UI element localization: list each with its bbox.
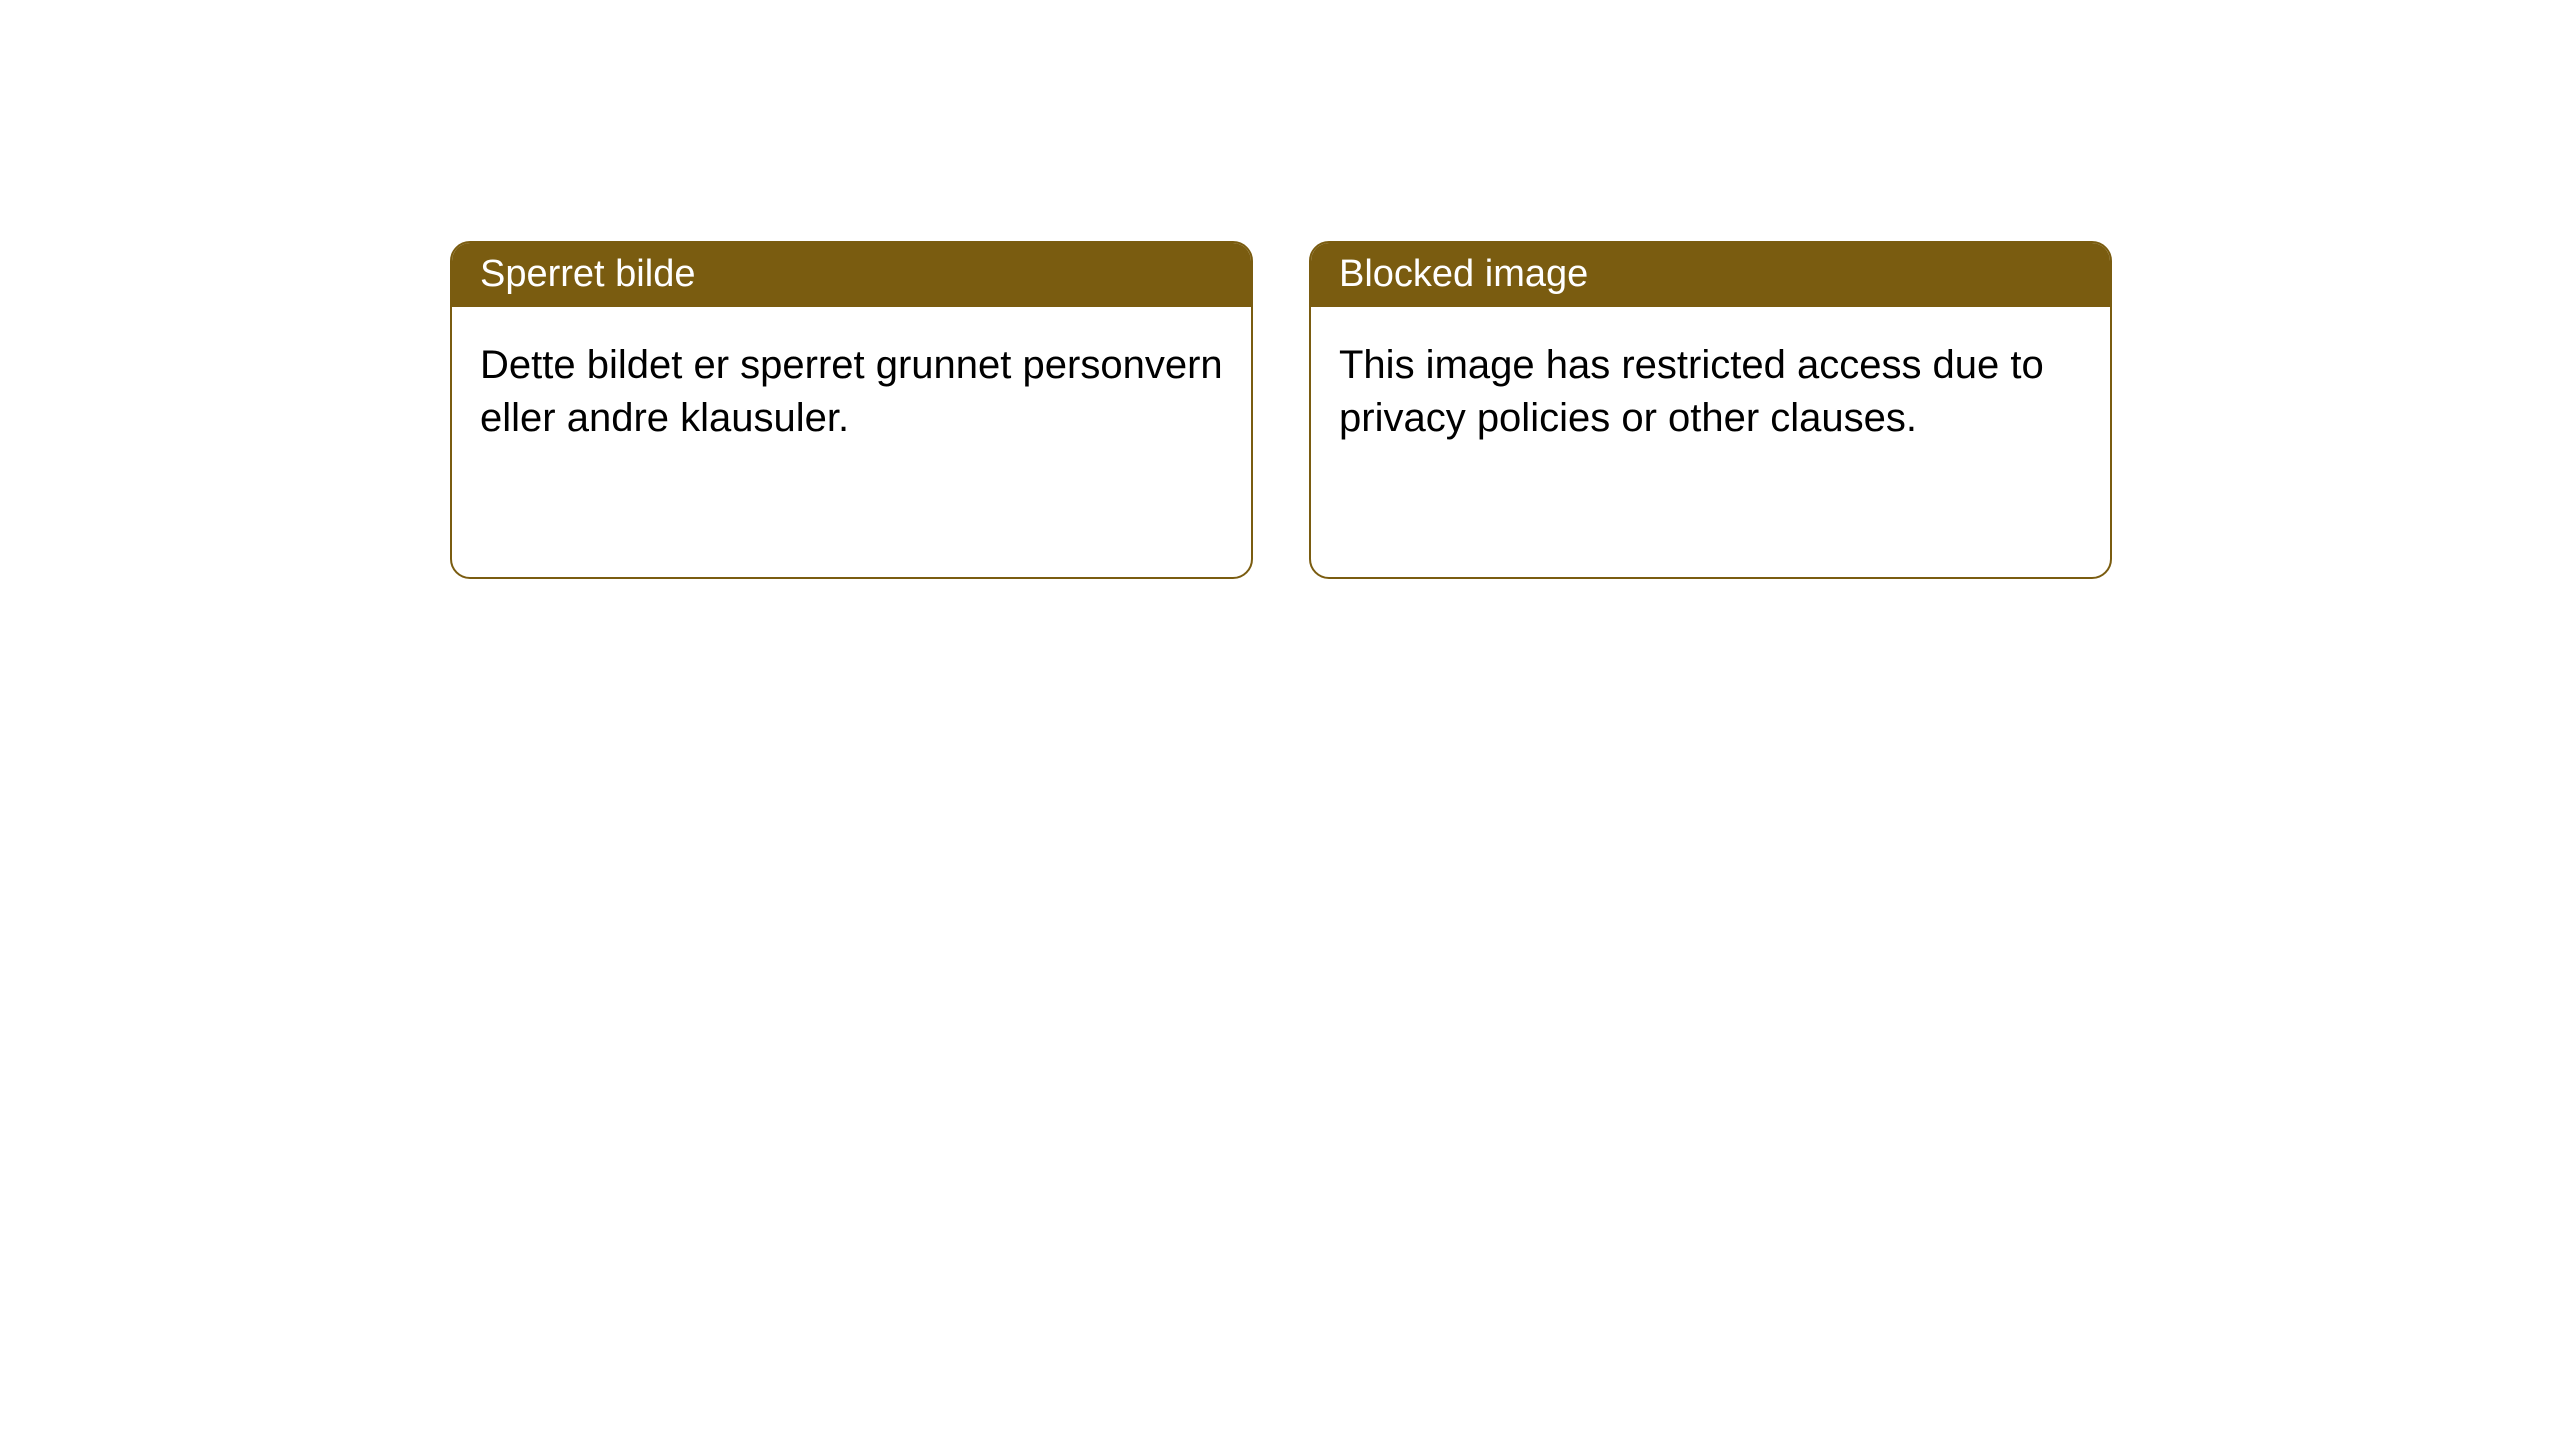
notice-container: Sperret bilde Dette bildet er sperret gr… bbox=[450, 241, 2112, 579]
notice-header: Sperret bilde bbox=[452, 243, 1251, 307]
notice-header: Blocked image bbox=[1311, 243, 2110, 307]
notice-body: Dette bildet er sperret grunnet personve… bbox=[452, 307, 1251, 577]
notice-card-english: Blocked image This image has restricted … bbox=[1309, 241, 2112, 579]
notice-body: This image has restricted access due to … bbox=[1311, 307, 2110, 577]
notice-card-norwegian: Sperret bilde Dette bildet er sperret gr… bbox=[450, 241, 1253, 579]
